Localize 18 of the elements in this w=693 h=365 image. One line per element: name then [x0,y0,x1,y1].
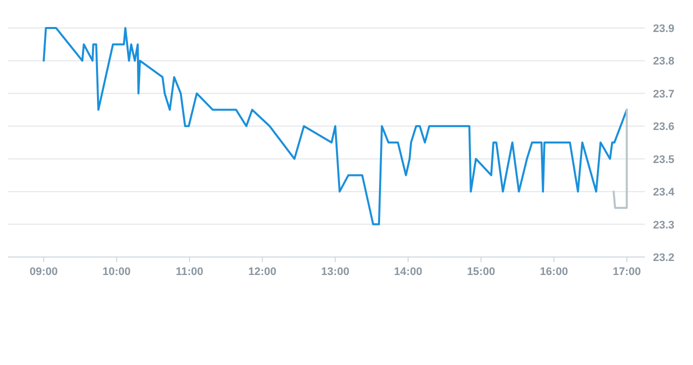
y-tick-label: 23.5 [653,154,674,166]
y-tick-label: 23.7 [653,88,674,100]
x-tick-label: 11:00 [176,266,204,278]
x-tick-label: 17:00 [612,266,641,278]
x-tick-label: 16:00 [540,266,568,278]
line-series [42,27,628,226]
y-tick-label: 23.2 [653,252,674,264]
y-tick-label: 23.6 [653,121,674,134]
x-tick-label: 12:00 [248,266,276,278]
x-tick-label: 14:00 [394,266,422,278]
y-tick-label: 23.9 [653,23,674,35]
x-tick-label: 09:00 [30,266,58,278]
y-tick-label: 23.3 [653,219,674,232]
y-tick-label: 23.8 [653,56,674,68]
x-tick-label: 15:00 [466,266,496,278]
x-tick-label: 10:00 [102,266,131,278]
y-tick-label: 23.4 [653,186,676,199]
x-tick-label: 13:00 [321,266,350,278]
